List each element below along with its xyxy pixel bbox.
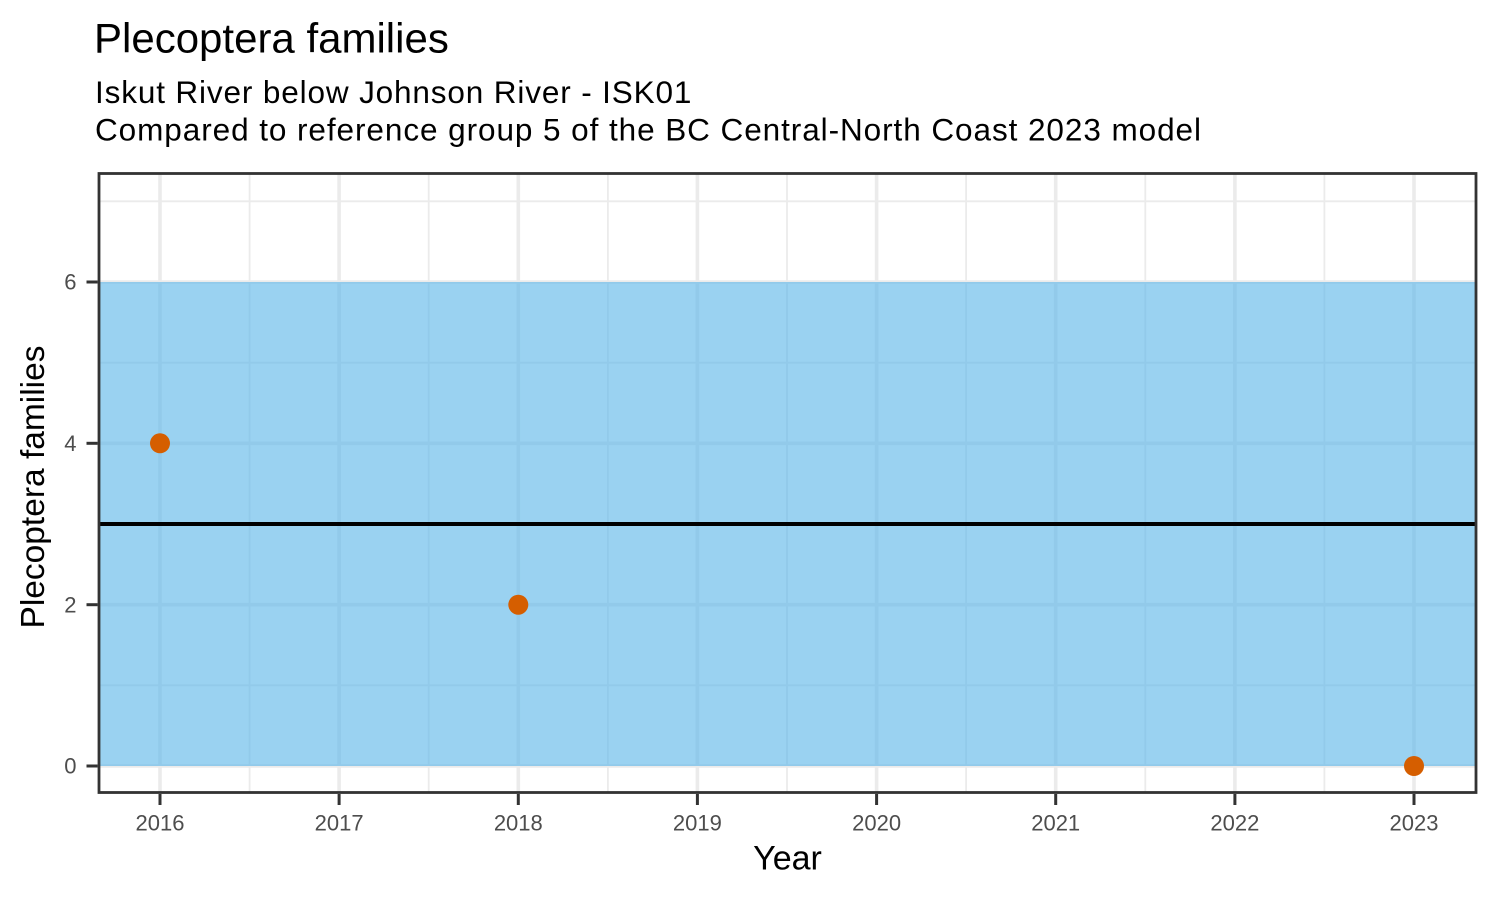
svg-text:0: 0	[64, 754, 76, 779]
svg-text:2022: 2022	[1210, 810, 1259, 835]
svg-text:2023: 2023	[1390, 810, 1439, 835]
svg-text:2018: 2018	[494, 810, 543, 835]
svg-text:2020: 2020	[852, 810, 901, 835]
svg-text:2021: 2021	[1031, 810, 1080, 835]
svg-text:2017: 2017	[315, 810, 364, 835]
svg-text:4: 4	[64, 431, 76, 456]
svg-text:Plecoptera families: Plecoptera families	[15, 345, 52, 628]
svg-text:Iskut River below Johnson Rive: Iskut River below Johnson River - ISK01	[95, 74, 692, 110]
svg-text:2019: 2019	[673, 810, 722, 835]
svg-text:2: 2	[64, 592, 76, 617]
svg-text:2016: 2016	[136, 810, 185, 835]
svg-text:6: 6	[64, 270, 76, 295]
svg-text:Compared to reference group 5: Compared to reference group 5 of the BC …	[95, 112, 1202, 148]
svg-text:Year: Year	[753, 839, 822, 877]
svg-text:Plecoptera families: Plecoptera families	[94, 15, 449, 62]
